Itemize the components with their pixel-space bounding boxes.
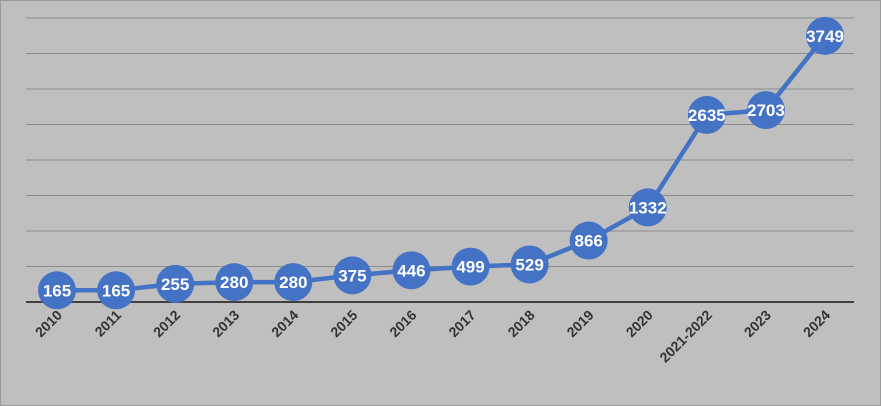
x-tick-label: 2017 — [445, 307, 478, 340]
data-point-marker — [97, 271, 136, 310]
x-tick-label: 2015 — [327, 307, 360, 340]
x-tick-label: 2016 — [386, 307, 419, 340]
data-point-marker — [333, 256, 372, 295]
data-label: 2635 — [688, 106, 726, 125]
data-label: 255 — [161, 275, 189, 294]
data-label: 165 — [102, 281, 130, 300]
x-tick-label: 2011 — [91, 307, 124, 340]
data-point-marker — [215, 263, 254, 302]
data-label: 446 — [397, 261, 425, 280]
data-point-marker — [274, 263, 313, 302]
data-label: 529 — [515, 255, 543, 274]
x-tick-label: 2013 — [209, 307, 242, 340]
x-tick-label: 2024 — [800, 307, 833, 340]
data-point-marker — [38, 271, 76, 310]
x-tick-label: 2021-2022 — [656, 307, 715, 366]
data-point-marker — [392, 251, 431, 290]
data-label: 280 — [279, 273, 307, 292]
data-point-marker — [510, 245, 549, 284]
data-point-marker — [156, 264, 195, 303]
data-label: 2703 — [747, 101, 785, 120]
x-tick-label: 2023 — [741, 307, 774, 340]
data-label: 499 — [456, 258, 484, 277]
x-tick-label: 2020 — [623, 307, 656, 340]
series-line — [57, 34, 827, 293]
data-label: 165 — [43, 281, 71, 300]
data-label: 1332 — [629, 198, 667, 217]
data-label: 280 — [220, 273, 248, 292]
x-tick-label: 2010 — [32, 307, 65, 340]
x-tick-label: 2018 — [504, 307, 537, 340]
data-label: 3749 — [806, 27, 844, 46]
data-point-marker — [746, 91, 785, 130]
x-tick-label: 2019 — [563, 307, 596, 340]
data-point-marker — [806, 16, 844, 55]
data-point-marker — [628, 188, 667, 227]
data-label: 375 — [338, 266, 366, 285]
data-point-marker — [687, 95, 726, 134]
data-label: 866 — [575, 232, 603, 251]
data-point-marker — [569, 221, 608, 260]
x-tick-label: 2014 — [268, 307, 301, 340]
data-point-marker — [451, 247, 490, 286]
x-tick-label: 2012 — [150, 307, 183, 340]
